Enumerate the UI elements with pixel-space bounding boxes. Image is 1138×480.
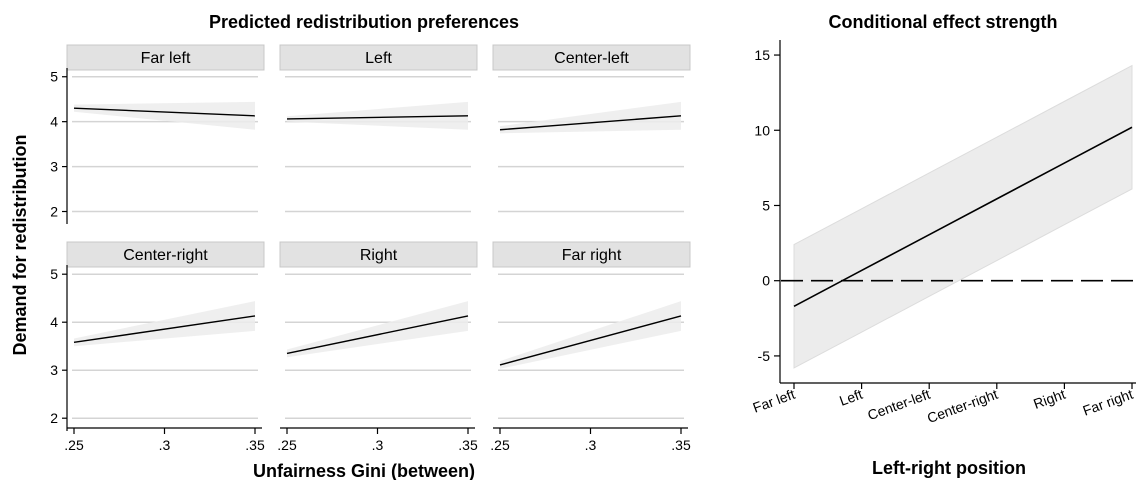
facet-panel-far-right: Far right (492, 241, 691, 419)
x-tick-label: Right (1031, 386, 1067, 412)
facet-panel-center-left: Center-left (492, 44, 691, 213)
y-tick-label: 0 (762, 273, 770, 289)
right-plot-area: -5 0 5 10 15 Far left Left Center-leftCenter-ri… (751, 40, 1136, 426)
facet-panel-right: Right (279, 241, 478, 419)
y-tick-label: -5 (758, 348, 771, 364)
facet-panel-center-right: Center-right 2 3 4 5 (50, 241, 265, 431)
facet-strip (279, 241, 478, 268)
y-tick-label: 3 (50, 362, 58, 378)
facet-strip (279, 44, 478, 71)
x-tick-label: .25 (64, 437, 84, 453)
confidence-band (74, 101, 255, 130)
x-tick-label: .35 (458, 437, 478, 453)
facet-strip-label: Center-left (554, 50, 629, 67)
prediction-line (73, 107, 256, 117)
prediction-line (499, 315, 682, 366)
facet-strip-label: Left (365, 50, 392, 67)
effect-line (793, 126, 1133, 307)
left-y-axis-title: Demand for redistribution (10, 134, 30, 355)
facet-strip (492, 44, 691, 71)
right-chart-title: Conditional effect strength (829, 12, 1058, 32)
x-tick-label: .35 (671, 437, 691, 453)
confidence-band (74, 301, 255, 347)
facet-strip-label: Center-right (123, 247, 208, 264)
y-tick-label: 3 (50, 159, 58, 175)
y-tick-label: 15 (754, 47, 770, 63)
prediction-line (499, 115, 682, 131)
prediction-line (286, 115, 469, 120)
facet-strip-label: Right (360, 247, 398, 264)
facet-strip-label: Far right (562, 247, 622, 264)
y-tick-label: 4 (50, 114, 58, 130)
confidence-band (287, 301, 468, 358)
facet-panel-far-left: Far left 2 3 4 5 (50, 44, 265, 224)
facet-panels: Far left 2 3 4 5 Left Center-left Center-right 2… (50, 44, 691, 431)
facet-strip (66, 44, 265, 71)
y-tick-label: 5 (50, 266, 58, 282)
x-tick-label: .3 (372, 437, 384, 453)
x-tick-label: .3 (585, 437, 597, 453)
y-tick-label: 4 (50, 314, 58, 330)
y-tick-label: 5 (50, 69, 58, 85)
facet-strip (66, 241, 265, 268)
left-x-axis: .25 .3 .35 .25 .3 .35 .25 .3 .35 (64, 427, 691, 453)
x-tick-label: .25 (490, 437, 510, 453)
x-tick-label: .3 (159, 437, 171, 453)
left-x-axis-title: Unfairness Gini (between) (253, 461, 475, 480)
y-tick-label: 10 (754, 122, 770, 138)
y-tick-label: 5 (762, 197, 770, 213)
right-x-axis-title: Left-right position (872, 458, 1026, 478)
facet-panel-left: Left (279, 44, 478, 213)
facet-strip (492, 241, 691, 268)
predicted-preferences-chart: Predicted redistribution preferences Far… (10, 12, 691, 480)
x-tick-label: Far right (1081, 386, 1136, 419)
confidence-band (500, 301, 681, 369)
prediction-line (73, 315, 256, 344)
confidence-band (500, 101, 681, 134)
x-tick-label: Center-right (925, 386, 1000, 426)
y-tick-label: 2 (50, 204, 58, 220)
confidence-band (287, 101, 468, 130)
x-tick-label: .35 (245, 437, 265, 453)
x-tick-label: Far left (751, 386, 798, 416)
conditional-effect-chart: Conditional effect strength -5 0 5 10 15 Far … (751, 12, 1136, 478)
y-tick-label: 2 (50, 410, 58, 426)
left-chart-title: Predicted redistribution preferences (209, 12, 519, 32)
facet-strip-label: Far left (141, 50, 191, 67)
x-tick-label: Center-left (865, 386, 932, 423)
prediction-line (286, 315, 469, 355)
x-tick-label: Left (837, 386, 865, 409)
x-tick-label: .25 (277, 437, 297, 453)
